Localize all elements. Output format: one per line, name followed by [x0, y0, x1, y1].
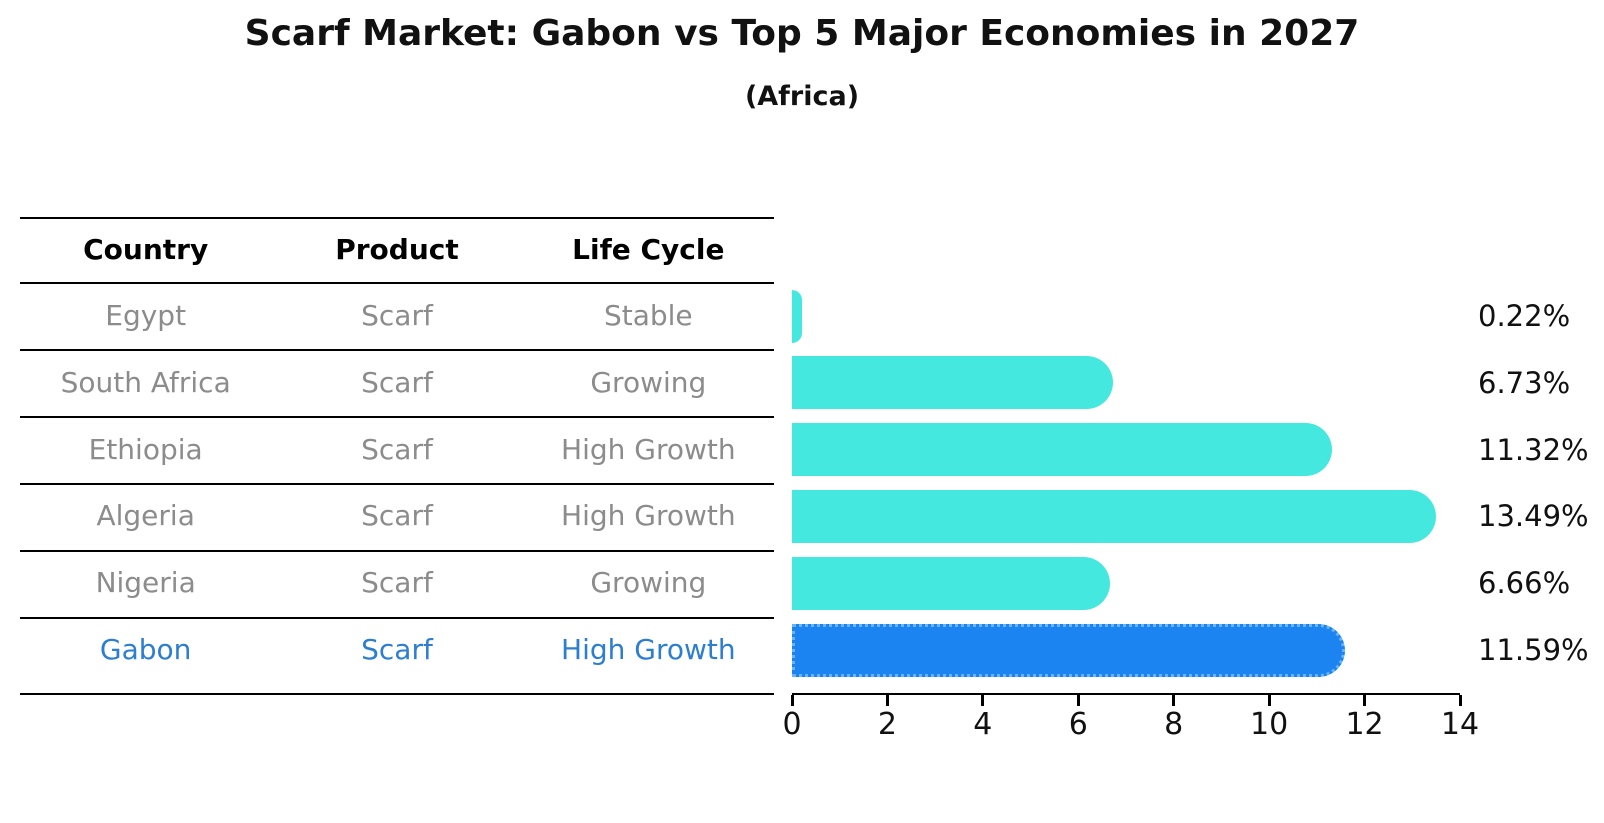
table-row: Egypt Scarf Stable: [20, 296, 774, 336]
table-cell-product: Scarf: [361, 566, 433, 600]
table-cell-country: Nigeria: [95, 566, 196, 600]
table-cell-life-cycle: Stable: [603, 299, 693, 332]
table-row: Ethiopia Scarf High Growth: [20, 430, 774, 470]
chart-title: Scarf Market: Gabon vs Top 5 Major Econo…: [244, 13, 1360, 54]
table-cell-life-cycle: Growing: [590, 566, 707, 600]
table-cell-life-cycle: High Growth: [561, 499, 736, 533]
table-cell-life-cycle: High Growth: [561, 432, 736, 466]
x-axis-tick: [1363, 695, 1367, 706]
x-axis-tick-label: 6: [1068, 707, 1088, 742]
column-header-product: Product: [335, 233, 459, 266]
table-row: South Africa Scarf Growing: [20, 363, 774, 403]
table-row-divider: [20, 282, 774, 284]
column-header-life-cycle: Life Cycle: [572, 233, 725, 266]
x-axis-tick-label: 14: [1440, 707, 1480, 742]
table-cell-product: Scarf: [361, 499, 433, 533]
bar: [792, 489, 1436, 543]
x-axis-line: [792, 693, 1460, 695]
table-row-divider: [20, 617, 774, 619]
x-axis-tick: [1172, 695, 1176, 706]
table-header-row: Country Product Life Cycle: [20, 230, 774, 270]
chart-subtitle: (Africa): [744, 81, 860, 112]
table-cell-country: Egypt: [105, 299, 187, 332]
table-cell-product: Scarf: [361, 365, 433, 399]
x-axis-tick-label: 2: [877, 707, 897, 742]
x-axis-tick-label: 0: [782, 707, 802, 742]
bar-value-label: 11.59%: [1478, 633, 1589, 667]
bar-highlight: [792, 623, 1345, 677]
x-axis-tick: [1267, 695, 1271, 706]
table-cell-country: Gabon: [99, 633, 192, 666]
table-row-divider: [20, 416, 774, 418]
table-cell-life-cycle: Growing: [590, 365, 707, 399]
table-row: Gabon Scarf High Growth: [20, 630, 774, 670]
table-row: Algeria Scarf High Growth: [20, 496, 774, 536]
bar-value-label: 13.49%: [1478, 499, 1589, 534]
x-axis-tick-label: 4: [973, 707, 993, 742]
table-row-divider: [20, 693, 774, 695]
x-axis-tick-label: 8: [1164, 707, 1184, 742]
table-row-divider: [20, 550, 774, 552]
x-axis-tick-label: 12: [1345, 707, 1384, 742]
x-axis-tick-label: 10: [1250, 707, 1289, 742]
table-cell-country: South Africa: [60, 365, 231, 399]
bar-value-label: 11.32%: [1478, 432, 1589, 467]
bar-value-label: 0.22%: [1478, 299, 1571, 333]
table-cell-country: Algeria: [96, 499, 195, 533]
x-axis-tick: [790, 695, 794, 706]
bar: [792, 289, 803, 343]
column-header-country: Country: [83, 233, 209, 266]
x-axis-tick: [1458, 695, 1462, 706]
table-cell-product: Scarf: [361, 633, 433, 666]
bar-value-label: 6.73%: [1478, 365, 1571, 400]
table-cell-life-cycle: High Growth: [561, 633, 736, 666]
bar-value-label: 6.66%: [1478, 566, 1571, 601]
bar: [792, 556, 1110, 610]
table-cell-product: Scarf: [361, 432, 433, 466]
table-cell-country: Ethiopia: [88, 432, 203, 466]
bar: [792, 423, 1333, 477]
x-axis-tick: [981, 695, 985, 706]
table-row-divider: [20, 349, 774, 351]
table-row-divider: [20, 217, 774, 219]
table-row-divider: [20, 483, 774, 485]
table-row: Nigeria Scarf Growing: [20, 563, 774, 603]
bar: [792, 356, 1114, 410]
x-axis-tick: [885, 695, 889, 706]
table-cell-product: Scarf: [361, 299, 433, 332]
x-axis-tick: [1076, 695, 1080, 706]
